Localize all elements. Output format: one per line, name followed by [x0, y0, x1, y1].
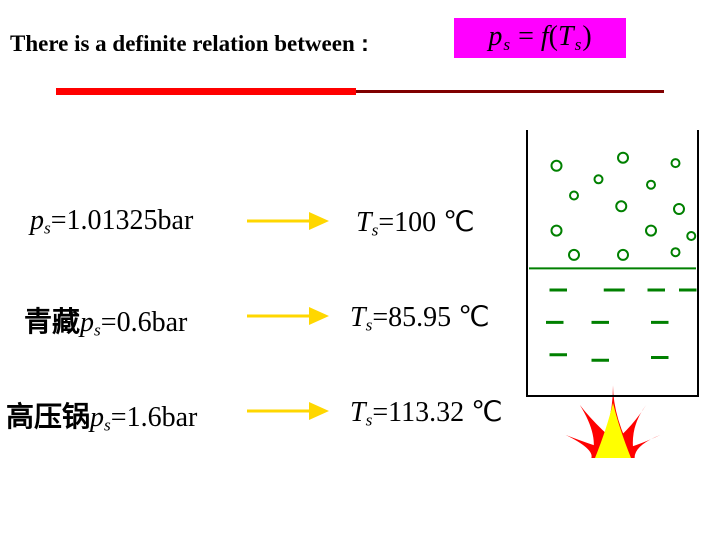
row-2-label: 青藏ps=0.6bar [24, 300, 187, 340]
accent-bar-right [356, 90, 664, 93]
formula-text: ps = f(Ts) [488, 21, 591, 54]
accent-bar-left [56, 88, 356, 95]
slide: There is a definite relation between : p… [0, 0, 720, 540]
formula-box: ps = f(Ts) [454, 18, 626, 58]
row-3-label: 高压锅ps=1.6bar [6, 395, 197, 435]
heading-colon: : [355, 30, 369, 56]
row-1-label: ps=1.01325bar [30, 205, 193, 238]
arrow-right-icon [247, 401, 329, 421]
heading-main: There is a definite relation between [10, 31, 355, 56]
arrow-right-icon [247, 306, 329, 326]
row-3-value: Ts=113.32 ℃ [350, 395, 503, 430]
row-1-value: Ts=100 ℃ [356, 205, 475, 240]
accent-bar [56, 88, 664, 95]
arrow-right-icon [247, 211, 329, 231]
beaker-diagram [525, 128, 700, 478]
row-2-value: Ts=85.95 ℃ [350, 300, 490, 335]
heading-text: There is a definite relation between : [10, 30, 369, 57]
